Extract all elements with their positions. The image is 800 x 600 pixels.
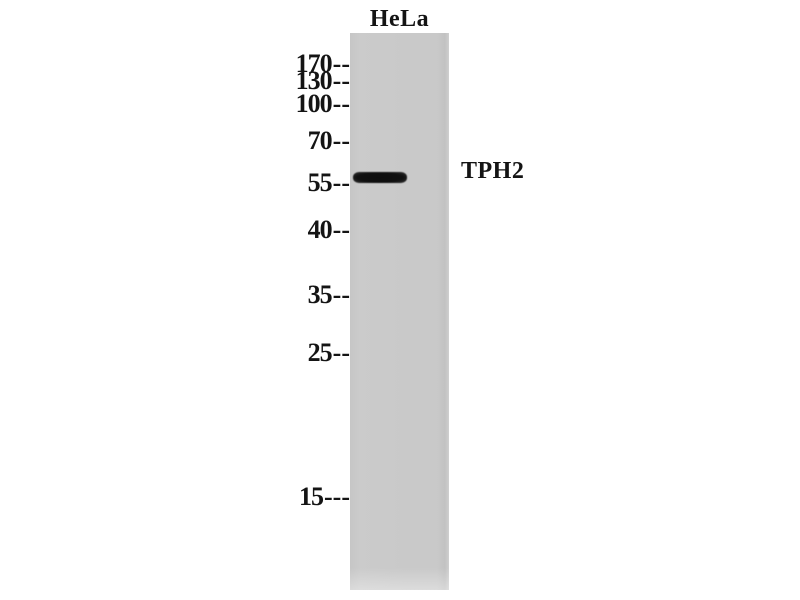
blot-lane: [350, 33, 449, 590]
mw-marker-value: 170: [295, 49, 333, 78]
mw-marker-row: 70 --: [308, 128, 350, 154]
mw-marker-ticks: --: [332, 66, 350, 95]
mw-marker-ticks: ---: [324, 482, 350, 511]
mw-marker-ticks: --: [332, 126, 350, 155]
mw-marker-ticks: --: [332, 168, 350, 197]
mw-marker-row: 35 --: [308, 282, 350, 308]
mw-marker-value: 70: [307, 126, 333, 155]
mw-marker-value: 55: [307, 168, 333, 197]
mw-marker-ticks: --: [332, 280, 350, 309]
mw-marker-row: 55 --: [308, 170, 350, 196]
mw-marker-ticks: --: [332, 49, 350, 78]
protein-band: [353, 172, 407, 183]
mw-marker-ticks: --: [332, 89, 350, 118]
band-label: TPH2: [461, 158, 525, 184]
mw-marker-value: 15: [299, 482, 324, 511]
mw-marker-row: 15 ---: [299, 484, 350, 510]
mw-marker-row: 40 --: [308, 217, 350, 243]
mw-marker-value: 25: [307, 338, 333, 367]
mw-marker-value: 40: [307, 215, 333, 244]
mw-marker-value: 130: [295, 66, 333, 95]
mw-marker-ticks: --: [332, 215, 350, 244]
mw-marker-value: 100: [295, 89, 333, 118]
mw-marker-ticks: --: [332, 338, 350, 367]
mw-marker-row: 25 --: [308, 340, 350, 366]
lane-label: HeLa: [369, 6, 430, 32]
mw-marker-row: 170 --: [296, 51, 350, 77]
mw-marker-row: 130 --: [296, 68, 350, 94]
mw-marker-row: 100 --: [296, 91, 350, 117]
mw-marker-value: 35: [307, 280, 333, 309]
